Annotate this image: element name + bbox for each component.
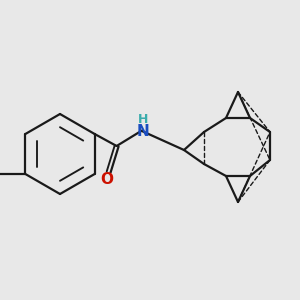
Text: O: O [100, 172, 113, 188]
Text: H: H [138, 113, 148, 126]
Text: N: N [137, 124, 149, 139]
